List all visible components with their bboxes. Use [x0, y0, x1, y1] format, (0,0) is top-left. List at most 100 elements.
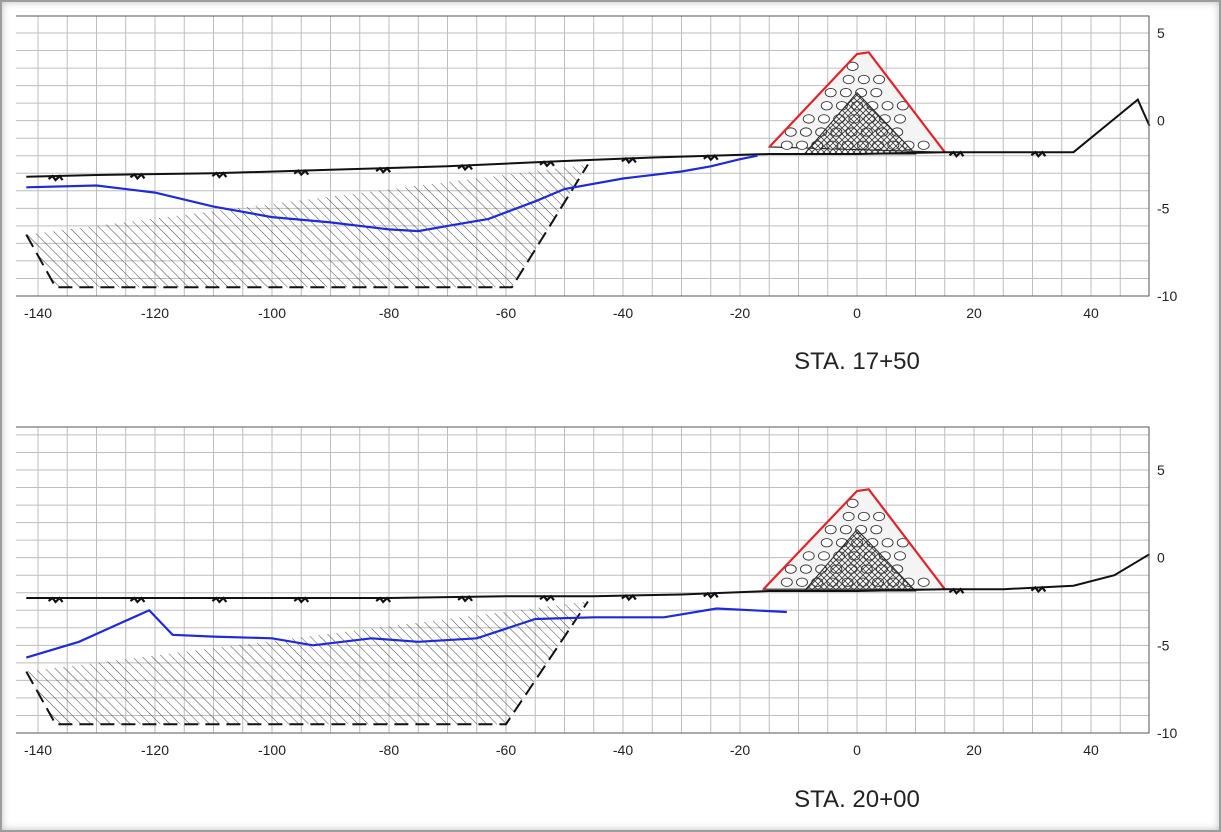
ground-symbol	[293, 596, 310, 604]
dredge-template-fill	[26, 601, 588, 725]
y-tick-label: -5	[1157, 637, 1170, 653]
x-tick-label: 40	[1083, 742, 1099, 758]
armor-stone	[870, 87, 883, 98]
ground-symbol	[539, 594, 555, 602]
armor-stone	[784, 127, 797, 137]
x-tick-label: 20	[966, 742, 982, 758]
armor-stone	[846, 61, 859, 71]
existing-ground-line	[26, 553, 1151, 599]
x-tick-label: -60	[496, 305, 516, 321]
ground-symbol	[1030, 585, 1047, 594]
y-tick-label: 5	[1157, 462, 1165, 478]
x-tick-label: 0	[853, 742, 861, 758]
dredge-template-line	[25, 163, 589, 289]
armor-stone	[873, 74, 886, 85]
armor-outline	[762, 488, 946, 590]
x-tick-label: -60	[496, 742, 516, 758]
armor-stone	[820, 538, 833, 548]
water-line	[26, 154, 758, 233]
dredge-template-fill	[26, 164, 588, 288]
ground-symbol	[129, 596, 146, 604]
section-panel-2: -140 -120 -100 -80 -60 -40 -20 0 20 40 5 0 -5 -10 STA.…	[16, 426, 1177, 813]
existing-ground-line	[26, 97, 1151, 178]
x-tick-label: -120	[141, 742, 169, 758]
x-tick-label: -120	[141, 305, 169, 321]
x-tick-label: 40	[1083, 305, 1099, 321]
ground-symbol	[1030, 150, 1047, 158]
armor-stone	[881, 538, 894, 548]
armor-stone	[917, 577, 930, 587]
x-tick-label: -20	[730, 305, 750, 321]
y-tick-label: -10	[1157, 288, 1177, 304]
y-tick-label: -5	[1157, 200, 1170, 216]
y-tick-label: 5	[1157, 25, 1165, 41]
armor-stone	[802, 114, 815, 124]
armor-outline	[768, 51, 946, 153]
water-line	[25, 607, 787, 659]
armor-stone	[839, 87, 852, 98]
plot-border	[16, 15, 1150, 297]
armor-stone	[800, 564, 812, 574]
section-panel-1: -140 -120 -100 -80 -60 -40 -20 0 20 40 5 0 -5 -10 STA.…	[16, 15, 1177, 375]
ground-symbol	[621, 593, 637, 602]
ground-symbol	[703, 591, 719, 599]
armor-stone	[846, 498, 859, 508]
armor-stone	[824, 87, 837, 98]
x-tick-label: -80	[379, 305, 399, 321]
dredge-template-line	[25, 600, 589, 726]
x-tick-label: 0	[853, 305, 861, 321]
armor-stone	[820, 101, 833, 111]
ground-symbol	[703, 154, 719, 162]
x-tick-label: -40	[613, 305, 633, 321]
armor-stone	[796, 577, 808, 587]
ground-symbol	[47, 596, 64, 604]
station-title: STA. 20+00	[794, 786, 920, 813]
armor-stone	[839, 524, 852, 535]
armor-stone	[894, 114, 906, 124]
x-tick-label: -100	[258, 742, 286, 758]
armor-stone	[917, 140, 930, 150]
ground-symbol	[375, 166, 392, 174]
armor-stone	[784, 564, 797, 574]
x-tick-label: -140	[24, 742, 52, 758]
x-tick-label: -100	[258, 305, 286, 321]
armor-stone	[796, 140, 808, 150]
armor-stone	[881, 101, 894, 111]
ground-symbol	[457, 595, 473, 603]
ground-symbol	[211, 171, 228, 179]
ground-symbol	[293, 168, 310, 177]
station-title: STA. 17+50	[794, 348, 920, 375]
x-tick-label: -80	[379, 742, 399, 758]
x-tick-label: -20	[730, 742, 750, 758]
y-tick-label: 0	[1157, 550, 1165, 566]
armor-stone	[817, 551, 830, 561]
ground-symbol	[457, 163, 473, 172]
armor-stone	[873, 511, 886, 522]
armor-stone	[894, 551, 906, 561]
ground-symbol	[129, 172, 146, 181]
ground-symbol	[539, 160, 555, 168]
armor-stone	[842, 74, 855, 85]
armor-stone	[780, 577, 793, 587]
ground-symbols	[47, 585, 1047, 604]
ground-symbols	[47, 150, 1047, 182]
plot-border	[16, 426, 1150, 734]
y-tick-label: 0	[1157, 113, 1165, 129]
armor-stone	[842, 511, 855, 522]
ground-symbol	[211, 596, 228, 604]
x-tick-label: -140	[24, 305, 52, 321]
armor-stone	[802, 551, 815, 561]
armor-stone	[857, 511, 870, 522]
ground-symbol	[948, 587, 965, 595]
armor-stone	[800, 127, 812, 137]
ground-symbol	[621, 156, 637, 165]
armor-stone	[780, 140, 793, 150]
ground-symbol	[948, 150, 965, 158]
x-tick-label: -40	[613, 742, 633, 758]
armor-stone	[870, 524, 883, 535]
x-tick-label: 20	[966, 305, 982, 321]
ground-symbol	[375, 596, 392, 604]
armor-stone	[824, 524, 837, 535]
